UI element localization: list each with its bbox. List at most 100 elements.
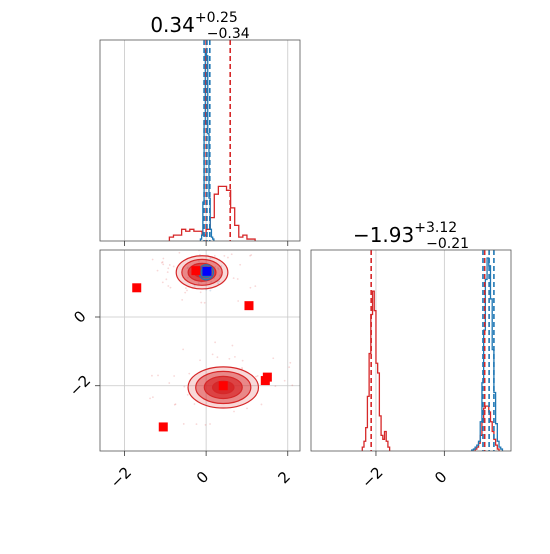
sample-point bbox=[161, 261, 164, 263]
sample-point bbox=[218, 275, 221, 277]
sample-point bbox=[151, 374, 153, 377]
sample-point bbox=[232, 277, 235, 280]
sample-point bbox=[160, 261, 163, 264]
sample-point bbox=[249, 286, 252, 289]
sample-point bbox=[149, 397, 151, 400]
sample-point bbox=[187, 266, 189, 269]
sample-point bbox=[172, 265, 175, 268]
marker-series-a bbox=[191, 266, 201, 276]
y-tick-label: 0 bbox=[70, 307, 89, 326]
sample-point bbox=[193, 403, 196, 405]
sample-point bbox=[274, 385, 277, 387]
sample-point bbox=[167, 267, 170, 270]
x-tick-label: −2 bbox=[107, 463, 135, 491]
sample-point bbox=[234, 355, 236, 358]
sample-point bbox=[169, 286, 172, 289]
sample-point bbox=[214, 265, 217, 268]
sample-point bbox=[156, 269, 159, 272]
x-tick-label: 0 bbox=[193, 468, 212, 487]
sample-point bbox=[220, 265, 223, 267]
sample-point bbox=[210, 281, 213, 283]
sample-point bbox=[209, 289, 212, 292]
sample-point bbox=[230, 253, 233, 256]
sample-point bbox=[185, 287, 187, 289]
sample-point bbox=[241, 367, 243, 369]
sample-point bbox=[193, 284, 196, 287]
sample-point bbox=[197, 282, 200, 285]
sample-point bbox=[228, 357, 231, 360]
sample-point bbox=[183, 385, 186, 388]
sample-point bbox=[289, 361, 292, 364]
sample-point bbox=[233, 410, 235, 413]
sample-point bbox=[178, 251, 181, 254]
sample-point bbox=[256, 375, 259, 377]
sample-point bbox=[168, 382, 171, 384]
sample-point bbox=[195, 423, 198, 426]
marker-series-a bbox=[260, 376, 270, 386]
sample-point bbox=[255, 375, 257, 378]
sample-point bbox=[186, 393, 189, 396]
sample-point bbox=[217, 267, 219, 270]
title-minus: −0.34 bbox=[207, 26, 250, 42]
sample-point bbox=[219, 273, 222, 276]
sample-point bbox=[186, 276, 189, 279]
title-value: −1.93 bbox=[353, 223, 414, 247]
sample-point bbox=[195, 239, 197, 241]
sample-point bbox=[184, 291, 187, 294]
marker-series-a bbox=[244, 301, 254, 311]
marker-series-a bbox=[132, 283, 142, 293]
contour-panel: −2 0 2 −2 0 bbox=[66, 239, 301, 492]
sample-point bbox=[246, 407, 248, 410]
sample-point bbox=[181, 299, 184, 301]
sample-point bbox=[223, 254, 226, 257]
sample-point bbox=[173, 375, 176, 377]
sample-point bbox=[157, 374, 159, 377]
histogram-panel-param1: 0.34+0.25 −0.34 bbox=[99, 10, 301, 246]
sample-point bbox=[231, 344, 234, 347]
sample-point bbox=[161, 281, 164, 284]
histogram-step-series_a bbox=[168, 185, 256, 241]
sample-point bbox=[162, 257, 165, 260]
sample-point bbox=[174, 403, 177, 405]
sample-point bbox=[239, 263, 242, 266]
sample-point bbox=[204, 424, 207, 426]
sample-point bbox=[173, 403, 176, 406]
x-tick-label: 0 bbox=[431, 468, 450, 487]
sample-point bbox=[209, 257, 212, 260]
sample-point bbox=[216, 356, 219, 359]
sample-point bbox=[151, 396, 154, 399]
sample-point bbox=[260, 403, 263, 406]
panel-frame bbox=[310, 249, 512, 452]
sample-point bbox=[254, 285, 257, 288]
sample-point bbox=[209, 423, 211, 425]
sample-point bbox=[218, 280, 221, 283]
sample-point bbox=[199, 291, 202, 294]
y-tick-label: −2 bbox=[66, 372, 94, 400]
x-tick-label: 2 bbox=[274, 468, 293, 487]
marker-series-a bbox=[158, 422, 168, 432]
histogram-step-series_a bbox=[361, 290, 391, 451]
sample-point bbox=[182, 348, 185, 351]
sample-point bbox=[283, 379, 286, 382]
marker-series-b bbox=[202, 266, 212, 276]
sample-point bbox=[249, 254, 251, 257]
sample-point bbox=[211, 353, 214, 356]
sample-point bbox=[162, 263, 165, 266]
sample-point bbox=[165, 278, 168, 281]
sample-point bbox=[291, 384, 294, 387]
title-value: 0.34 bbox=[150, 13, 195, 37]
sample-point bbox=[166, 271, 169, 274]
sample-point bbox=[186, 267, 189, 270]
sample-point bbox=[236, 278, 239, 280]
title-plus: +3.12 bbox=[414, 220, 457, 236]
marker-series-a bbox=[218, 381, 228, 391]
histogram-panel-param2: −1.93+3.12 −0.21 −2 0 bbox=[310, 220, 512, 492]
x-tick-label: −2 bbox=[358, 463, 386, 491]
sample-point bbox=[230, 244, 232, 246]
sample-point bbox=[151, 258, 154, 261]
histogram-step-series_b bbox=[199, 49, 215, 241]
panel-frame bbox=[99, 249, 301, 452]
sample-point bbox=[199, 359, 201, 362]
sample-point bbox=[182, 423, 185, 425]
